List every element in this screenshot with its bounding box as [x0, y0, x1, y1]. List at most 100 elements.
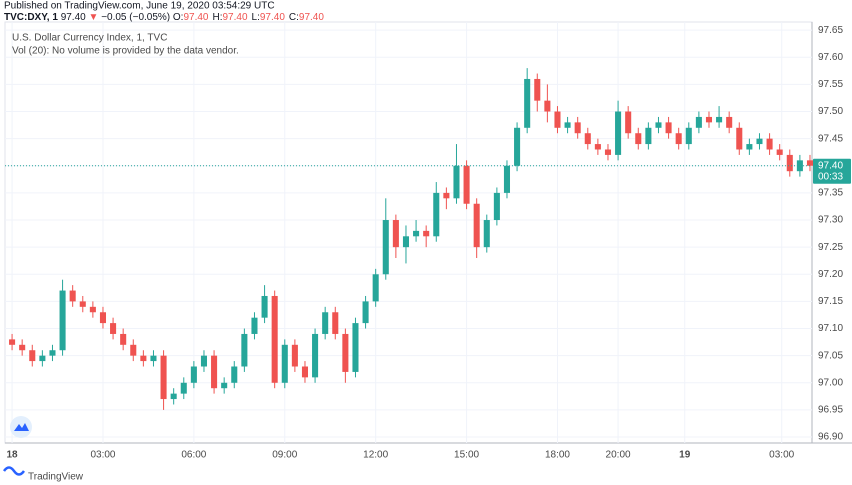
y-tick-label: 96.95	[818, 405, 843, 416]
y-tick-label: 97.45	[818, 133, 843, 144]
candle-body	[312, 333, 319, 378]
candle-body	[665, 122, 672, 134]
candle-body	[291, 344, 298, 367]
candle-body	[241, 333, 248, 367]
arrow: ▼	[89, 12, 99, 23]
candle-body	[433, 192, 440, 237]
candle-body	[342, 333, 349, 372]
logo-badge	[10, 416, 32, 438]
candle-body	[49, 350, 56, 356]
x-tick-label: 20:00	[606, 450, 631, 461]
candle-body	[655, 122, 662, 128]
candle-body	[574, 122, 581, 134]
candle-body	[19, 344, 26, 351]
y-tick-label: 97.15	[818, 296, 843, 307]
price-label-box	[813, 158, 851, 184]
candle-body	[685, 127, 692, 145]
candle-body	[554, 111, 561, 128]
candle-body	[604, 149, 612, 155]
candle-body	[645, 127, 652, 145]
change: −0.05 (−0.05%)	[101, 12, 170, 23]
legend-line: TVC:DXY, 1 97.40 ▼ −0.05 (−0.05%) O: 97.4…	[4, 12, 324, 23]
x-tick-label: 03:00	[769, 450, 794, 461]
candle-body	[564, 122, 571, 128]
y-tick-label: 97.60	[818, 52, 843, 63]
candles	[9, 68, 814, 410]
candle-body	[493, 192, 500, 221]
candle-body	[180, 382, 187, 394]
candle-body	[281, 344, 288, 383]
ohlc: O:97.40 H:97.40 L:97.40 C:97.40	[173, 12, 324, 23]
candle-body	[352, 323, 359, 372]
ohlc-key: O:	[173, 12, 184, 23]
candle-body	[160, 355, 167, 400]
footer-logo	[2, 466, 26, 476]
candle-body	[453, 165, 460, 199]
candle-body	[423, 230, 430, 237]
candle-body	[705, 116, 713, 123]
y-tick-label: 97.20	[818, 269, 843, 280]
candle-body	[392, 220, 399, 248]
ohlc-value: 97.40	[260, 12, 285, 23]
candle-body	[594, 144, 601, 150]
ohlc-key: C:	[289, 12, 299, 23]
candle-body	[786, 154, 793, 172]
y-tick-label: 97.55	[818, 79, 843, 90]
grid	[5, 22, 812, 443]
candle-body	[716, 116, 723, 123]
candle-body	[635, 133, 642, 145]
chart-subtitle: Vol (20): No volume is provided by the d…	[12, 46, 239, 57]
x-tick-label: 19	[679, 450, 691, 461]
ohlc-value: 97.40	[299, 12, 324, 23]
candle-body	[483, 220, 490, 248]
candle-body	[615, 111, 622, 155]
candle-body	[736, 127, 743, 150]
x-tick-label: 18:00	[545, 450, 570, 461]
y-tick-label: 97.50	[818, 106, 843, 117]
x-tick-label: 09:00	[272, 450, 297, 461]
candle-body	[675, 133, 682, 145]
x-tick-label: 18	[7, 450, 19, 461]
candle-body	[79, 301, 86, 307]
candle-body	[170, 393, 177, 400]
last: 97.40	[61, 12, 86, 23]
candle-body	[756, 138, 763, 145]
candle-body	[9, 339, 16, 345]
y-tick-label: 97.65	[818, 25, 843, 36]
candle-body	[776, 149, 783, 155]
y-tick-label: 97.00	[818, 377, 843, 388]
candle-body	[221, 382, 228, 389]
ohlc-key: H:	[213, 12, 223, 23]
candle-body	[140, 355, 147, 362]
candle-body	[796, 160, 803, 172]
ohlc-value: 97.40	[223, 12, 248, 23]
candle-body	[251, 317, 258, 334]
candle-body	[362, 301, 369, 324]
countdown: 00:33	[818, 171, 843, 182]
candle-body	[150, 355, 157, 362]
candle-body	[332, 312, 339, 334]
candle-body	[544, 100, 551, 112]
candle-body	[584, 133, 591, 145]
candle-body	[231, 366, 238, 383]
candle-body	[322, 312, 329, 334]
candle-body	[514, 127, 521, 166]
candle-body	[69, 290, 76, 302]
candle-body	[534, 78, 541, 101]
symbol: TVC:DXY, 1	[4, 12, 58, 23]
candle-body	[301, 366, 309, 378]
published: Published on TradingView.com, June 19, 2…	[4, 1, 275, 12]
y-tick-label: 97.30	[818, 215, 843, 226]
candle-body	[402, 236, 410, 248]
candle-body	[211, 355, 218, 389]
candle-body	[29, 350, 36, 362]
candle-body	[99, 312, 107, 324]
candle-body	[806, 160, 814, 166]
ohlc-key: L:	[252, 12, 260, 23]
footer-brand: TradingView	[28, 472, 84, 483]
candle-body	[110, 323, 117, 334]
candle-body	[443, 192, 450, 199]
candle-body	[503, 165, 511, 193]
